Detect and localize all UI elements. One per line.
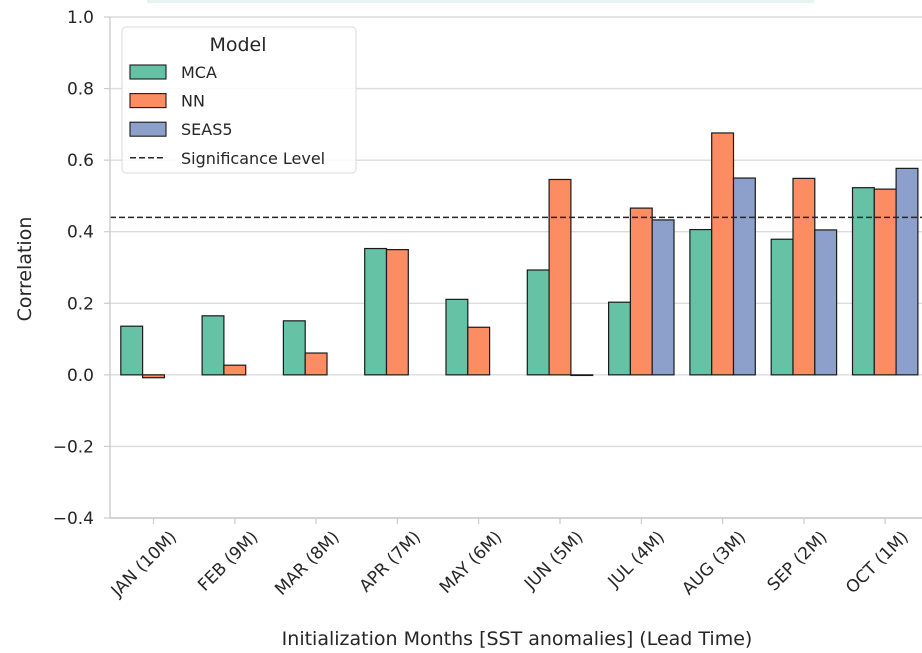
bar-mca-8 [770,238,794,376]
bar-mca-1 [201,315,225,376]
axes [109,17,922,519]
legend-swatch-seas5 [129,121,167,137]
bar-nn-3 [385,249,409,376]
legend-label-nn: NN [181,92,205,111]
bar-mca-6 [607,301,631,376]
y-tick-label: 0.6 [67,151,94,171]
bar-mca-2 [282,320,306,376]
x-tick-label: MAR (8M) [271,527,343,599]
legend-swatch-mca [129,64,167,80]
legend: Model MCA NN SEAS5 Significance Level [121,26,357,174]
bar-nn-5 [548,178,572,376]
bar-nn-8 [792,177,816,376]
legend-title: Model [209,34,266,56]
legend-swatch-nn [129,93,167,109]
y-axis-label: Correlation [14,217,36,322]
y-tick-label: 0.0 [67,366,94,386]
y-tick-label: −0.4 [53,509,94,529]
x-tick-label: JAN (10M) [107,527,181,601]
x-tick-label: APR (7M) [356,527,425,596]
legend-label-seas5: SEAS5 [181,120,233,139]
bar-seas5-9 [895,167,919,376]
legend-label-significance: Significance Level [181,149,325,168]
x-tick-label: SEP (2M) [764,527,832,595]
y-tick-label: 0.2 [67,294,94,314]
x-tick-label: FEB (9M) [194,527,262,595]
top-strip [147,0,814,3]
y-tick-label: 1.0 [67,8,94,28]
bar-nn-4 [467,326,491,376]
x-tick-label: JUL (4M) [604,527,669,592]
bar-nn-7 [711,132,735,376]
bar-mca-9 [851,187,875,376]
bar-mca-7 [689,228,713,376]
bar-mca-4 [445,298,469,376]
x-tick-label: AUG (3M) [678,527,750,599]
x-tick-label: OCT (1M) [842,527,913,598]
bar-nn-2 [304,352,328,376]
y-tick-label: −0.2 [53,437,94,457]
bar-seas5-5 [570,374,594,377]
x-axis-label: Initialization Months [SST anomalies] (L… [282,628,753,650]
legend-box [121,26,357,174]
bar-seas5-7 [732,177,756,376]
bar-nn-1 [223,364,247,376]
x-tick-label: JUN (5M) [520,527,587,594]
bar-seas5-8 [814,229,838,376]
bar-seas5-6 [651,219,675,376]
y-tick-label: 0.8 [67,80,94,100]
y-tick-label: 0.4 [67,223,94,243]
bar-mca-3 [364,247,388,376]
x-tick-label: MAY (6M) [436,527,506,597]
bar-nn-0 [142,374,166,379]
bar-mca-0 [120,325,144,376]
bars [120,132,919,379]
legend-label-mca: MCA [181,63,217,82]
bar-nn-6 [629,207,653,376]
bar-mca-5 [526,269,550,376]
